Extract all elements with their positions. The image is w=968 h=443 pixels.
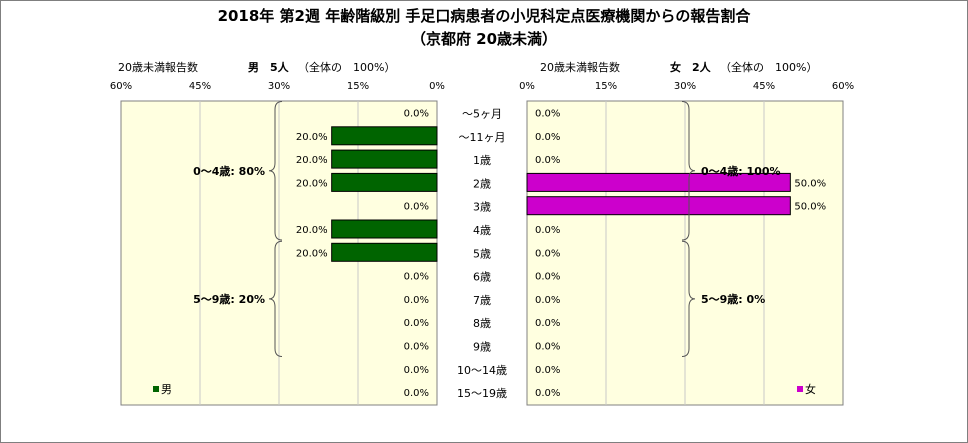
- male-bar: [331, 242, 438, 262]
- male-value-label: 20.0%: [296, 248, 328, 259]
- female-value-label: 0.0%: [535, 388, 560, 399]
- tick-label-left: 15%: [347, 81, 369, 92]
- female-header-count: 女 2人: [670, 60, 712, 74]
- tick-label-right: 45%: [753, 81, 775, 92]
- tick-label-right: 15%: [595, 81, 617, 92]
- male-legend-label: 男: [161, 383, 172, 396]
- female-value-label: 0.0%: [535, 225, 560, 236]
- male-legend-swatch: [153, 386, 159, 392]
- female-bar: [526, 196, 791, 216]
- female-value-label: 0.0%: [535, 318, 560, 329]
- tick-label-left: 60%: [110, 81, 132, 92]
- male-value-label: 20.0%: [296, 132, 328, 143]
- male-value-label: 0.0%: [404, 318, 429, 329]
- male-value-label: 0.0%: [404, 202, 429, 213]
- male-header-label: 20歳未満報告数: [118, 61, 198, 74]
- tick-label-left: 0%: [429, 81, 445, 92]
- male-value-label: 0.0%: [404, 342, 429, 353]
- category-label: 1歳: [473, 154, 491, 167]
- female-value-label: 0.0%: [535, 248, 560, 259]
- category-label: ～5ヶ月: [462, 108, 502, 121]
- male-value-label: 0.0%: [404, 272, 429, 283]
- female-value-label: 0.0%: [535, 155, 560, 166]
- male-bar: [331, 126, 438, 146]
- female-legend-label: 女: [805, 382, 816, 396]
- category-label: 10～14歳: [457, 364, 507, 377]
- male-bar: [331, 219, 438, 239]
- female-header-label: 20歳未満報告数: [540, 61, 620, 74]
- tick-label-left: 45%: [189, 81, 211, 92]
- male-value-label: 20.0%: [296, 155, 328, 166]
- male-group-label: 5～9歳: 20%: [193, 292, 265, 306]
- category-label: 6歳: [473, 271, 491, 284]
- category-label: 4歳: [473, 224, 491, 237]
- category-label: 7歳: [473, 294, 491, 307]
- female-group-brace: [681, 101, 696, 241]
- female-group-label: 0～4歳: 100%: [701, 164, 781, 178]
- male-value-label: 20.0%: [296, 225, 328, 236]
- male-value-label: 0.0%: [404, 365, 429, 376]
- female-value-label: 0.0%: [535, 342, 560, 353]
- category-label: 15～19歳: [457, 387, 507, 400]
- chart-title-line2: （京都府 20歳未満）: [411, 30, 557, 48]
- female-bar: [526, 172, 791, 192]
- male-value-label: 0.0%: [404, 388, 429, 399]
- tick-label-left: 30%: [268, 81, 290, 92]
- male-group-brace: [268, 240, 283, 357]
- female-value-label: 0.0%: [535, 365, 560, 376]
- male-value-label: 20.0%: [296, 178, 328, 189]
- male-group-label: 0～4歳: 80%: [193, 164, 265, 178]
- category-label: 3歳: [473, 201, 491, 214]
- female-legend-swatch: [797, 386, 803, 392]
- female-header-total: （全体の 100%）: [720, 60, 817, 74]
- male-header-total: （全体の 100%）: [298, 60, 395, 74]
- female-value-label: 0.0%: [535, 295, 560, 306]
- female-value-label: 50.0%: [794, 178, 826, 189]
- tick-label-right: 0%: [519, 81, 535, 92]
- chart-title-line1: 2018年 第2週 年齢階級別 手足口病患者の小児科定点医療機関からの報告割合: [218, 7, 752, 25]
- male-bar: [331, 149, 438, 169]
- female-value-label: 0.0%: [535, 132, 560, 143]
- female-value-label: 50.0%: [794, 202, 826, 213]
- male-value-label: 0.0%: [404, 109, 429, 120]
- tick-label-right: 60%: [832, 81, 854, 92]
- category-label: 8歳: [473, 317, 491, 330]
- category-label: 2歳: [473, 177, 491, 190]
- female-group-brace: [681, 240, 696, 357]
- female-value-label: 0.0%: [535, 109, 560, 120]
- male-bar: [331, 172, 438, 192]
- tick-label-right: 30%: [674, 81, 696, 92]
- male-value-label: 0.0%: [404, 295, 429, 306]
- category-label: ～11ヶ月: [459, 131, 506, 144]
- female-value-label: 0.0%: [535, 272, 560, 283]
- male-header-count: 男 5人: [248, 60, 290, 74]
- category-label: 5歳: [473, 247, 491, 260]
- male-group-brace: [268, 101, 283, 241]
- category-label: 9歳: [473, 341, 491, 354]
- female-group-label: 5～9歳: 0%: [701, 292, 765, 306]
